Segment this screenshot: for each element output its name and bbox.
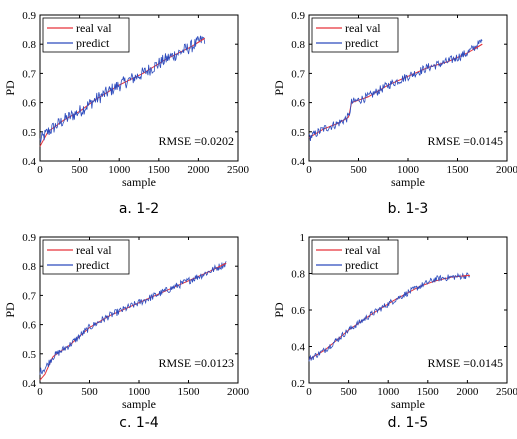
- rmse-annotation: RMSE =0.0202: [159, 134, 234, 148]
- series-line-predict: [39, 261, 227, 375]
- y-tick-label: 0.4: [291, 156, 305, 168]
- y-tick-label: 0.4: [22, 156, 36, 168]
- x-tick-label: 2500: [227, 164, 250, 176]
- x-tick-label: 2000: [227, 386, 250, 398]
- y-tick-label: 0.2: [291, 378, 305, 390]
- y-tick-label: 0.4: [291, 342, 305, 354]
- x-axis-label: sample: [122, 175, 156, 189]
- panel-caption: b. 1-3: [388, 201, 429, 217]
- y-axis-label: PD: [272, 302, 286, 318]
- x-tick-label: 0: [37, 164, 43, 176]
- rmse-annotation: RMSE =0.0123: [159, 356, 234, 370]
- x-tick-label: 500: [340, 386, 357, 398]
- series-line-real-val-tail: [196, 37, 205, 44]
- chart-panel-1: 0 500 1000 1500 2000 2500 0.4 0.5 0.6 0.7 0.8 0.9 sa…: [3, 10, 250, 217]
- panel-caption: c. 1-4: [119, 415, 159, 431]
- y-tick-label: 0.7: [22, 290, 36, 302]
- y-tick-label: 0.5: [291, 127, 305, 139]
- x-tick-label: 500: [81, 386, 98, 398]
- y-tick-label: 0.7: [291, 68, 305, 80]
- y-tick-label: 0.9: [22, 10, 36, 22]
- series-line-predict: [308, 272, 471, 362]
- x-tick-label: 1500: [148, 164, 171, 176]
- legend-label-predict: predict: [76, 36, 110, 50]
- x-tick-label: 0: [306, 386, 312, 398]
- legend-label-real-val: real val: [76, 21, 112, 35]
- legend-label-predict: predict: [345, 258, 379, 272]
- x-axis-label: sample: [122, 397, 156, 411]
- series-line-real-val-tail: [474, 43, 483, 50]
- y-tick-label: 0.6: [291, 98, 305, 110]
- x-tick-label: 500: [350, 164, 367, 176]
- x-tick-label: 0: [306, 164, 312, 176]
- y-axis-label: PD: [3, 302, 17, 318]
- legend-label-real-val: real val: [345, 243, 381, 257]
- x-tick-label: 1500: [417, 386, 440, 398]
- x-tick-label: 1000: [397, 164, 420, 176]
- y-tick-label: 0.7: [22, 68, 36, 80]
- legend-label-real-val: real val: [76, 243, 112, 257]
- x-tick-label: 1000: [108, 164, 131, 176]
- chart-panel-2: 0 500 1000 1500 2000 0.4 0.5 0.6 0.7 0.8 0.9 sample…: [272, 10, 517, 217]
- chart-panel-4: 0 500 1000 1500 2000 2500 0.2 0.4 0.6 0.8 1 sample P…: [272, 232, 517, 431]
- y-tick-label: 0.8: [22, 39, 36, 51]
- y-tick-label: 0.5: [22, 349, 36, 361]
- x-tick-label: 1500: [447, 164, 470, 176]
- series-line-predict: [308, 38, 483, 142]
- chart-panel-3: 0 500 1000 1500 2000 0.4 0.5 0.6 0.7 0.8 0.9 sample…: [3, 232, 250, 431]
- rmse-annotation: RMSE =0.0145: [428, 356, 503, 370]
- series-line-real-val: [39, 37, 205, 147]
- y-tick-label: 1: [300, 232, 306, 244]
- y-tick-label: 0.6: [22, 98, 36, 110]
- x-tick-label: 1000: [128, 386, 151, 398]
- y-tick-label: 0.8: [22, 261, 36, 273]
- series-line-real-val-tail: [217, 262, 227, 268]
- y-tick-label: 0.8: [291, 269, 305, 281]
- x-axis-label: sample: [391, 175, 425, 189]
- y-tick-label: 0.6: [22, 320, 36, 332]
- x-tick-label: 0: [37, 386, 43, 398]
- legend-box: [311, 239, 399, 275]
- legend-box: [42, 239, 130, 275]
- x-tick-label: 2000: [456, 386, 479, 398]
- legend-box: [311, 17, 399, 53]
- y-axis-label: PD: [272, 80, 286, 96]
- y-tick-label: 0.6: [291, 305, 305, 317]
- x-tick-label: 1000: [377, 386, 400, 398]
- rmse-annotation: RMSE =0.0145: [428, 134, 503, 148]
- series-line-predict: [39, 35, 206, 143]
- x-tick-label: 500: [71, 164, 88, 176]
- y-tick-label: 0.5: [22, 127, 36, 139]
- legend-label-predict: predict: [76, 258, 110, 272]
- y-tick-label: 0.8: [291, 39, 305, 51]
- legend-box: [42, 17, 130, 53]
- x-tick-label: 2000: [496, 164, 517, 176]
- x-axis-label: sample: [391, 397, 425, 411]
- x-tick-label: 1500: [178, 386, 201, 398]
- legend-label-real-val: real val: [345, 21, 381, 35]
- x-tick-label: 2500: [496, 386, 517, 398]
- y-tick-label: 0.9: [22, 232, 36, 244]
- series-line-real-val-tail: [462, 274, 470, 277]
- x-tick-label: 2000: [187, 164, 210, 176]
- legend-label-predict: predict: [345, 36, 379, 50]
- panel-caption: d. 1-5: [388, 415, 429, 431]
- y-axis-label: PD: [3, 80, 17, 96]
- panel-caption: a. 1-2: [119, 201, 159, 217]
- y-tick-label: 0.9: [291, 10, 305, 22]
- y-tick-label: 0.4: [22, 378, 36, 390]
